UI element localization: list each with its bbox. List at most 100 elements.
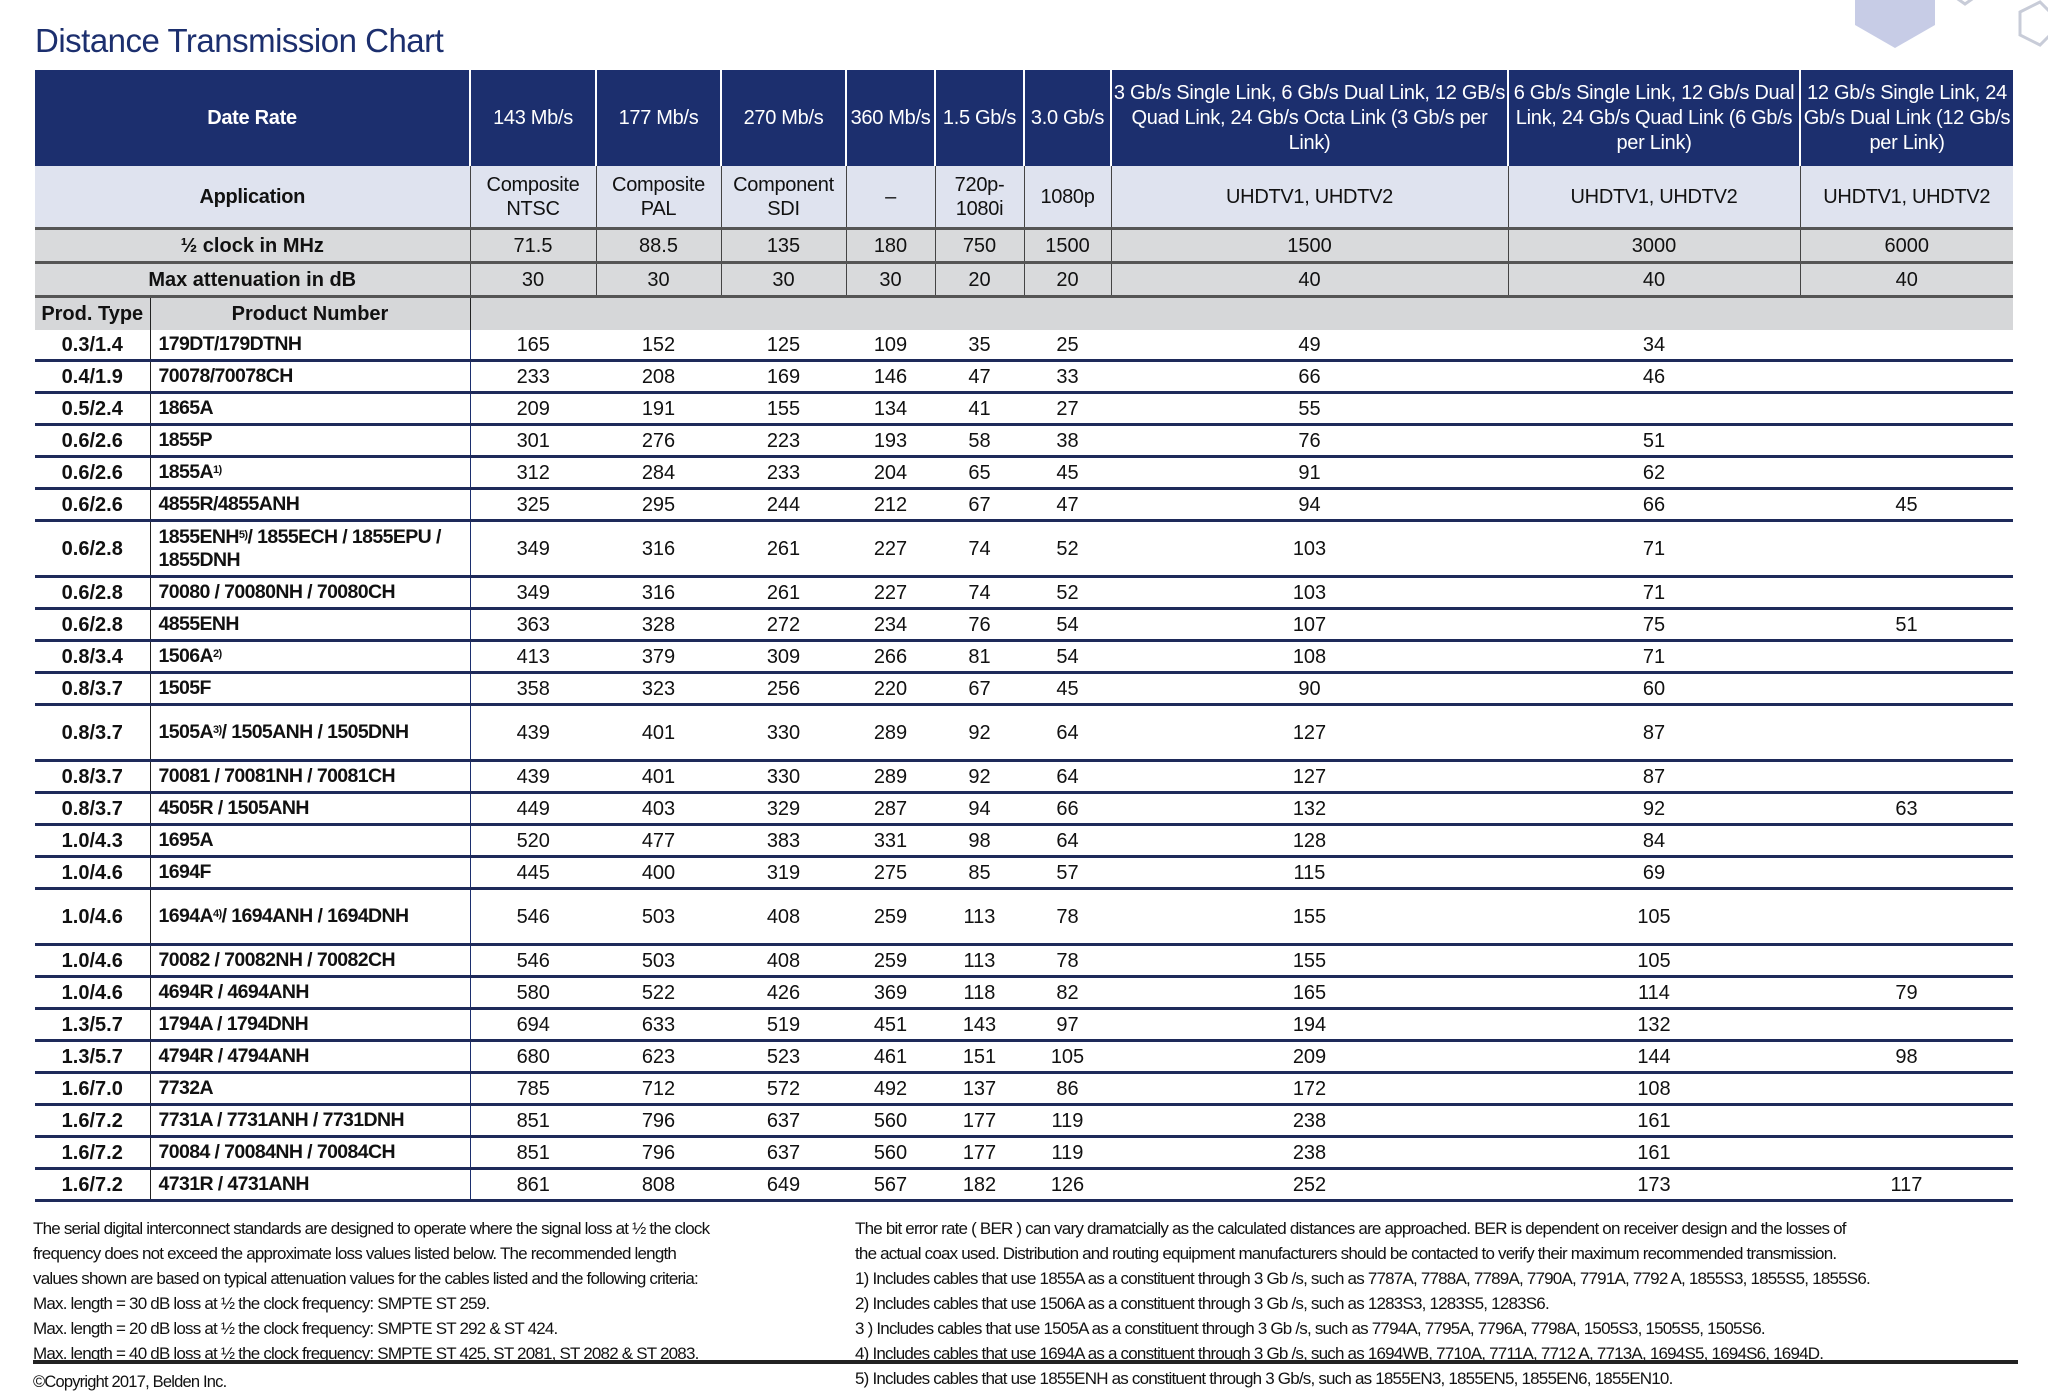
distance-value: 161 [1508, 1104, 1800, 1138]
distance-value: 114 [1508, 976, 1800, 1010]
distance-value: 851 [470, 1104, 596, 1138]
distance-value: 408 [721, 888, 846, 946]
distance-value: 503 [596, 944, 721, 978]
distance-value: 79 [1800, 976, 2013, 1010]
product-number: 1505A [158, 721, 214, 743]
product-number: 1794A / 1794DNH [158, 1013, 309, 1035]
distance-value: 284 [596, 456, 721, 490]
distance-value: 35 [935, 330, 1024, 362]
distance-value: 808 [596, 1168, 721, 1202]
product-number-cell: 4731R / 4731ANH [150, 1168, 471, 1202]
product-number-rest: / 1505ANH / 1505DNH [221, 721, 410, 743]
distance-value: 62 [1508, 456, 1800, 490]
distance-value: 567 [846, 1168, 935, 1202]
distance-value [1800, 856, 2013, 890]
distance-value: 144 [1508, 1040, 1800, 1074]
distance-value: 45 [1024, 456, 1111, 490]
distance-value: 363 [470, 608, 596, 642]
application-cell: Composite NTSC [469, 166, 596, 230]
distance-value [1800, 640, 2013, 674]
distance-value [1800, 576, 2013, 610]
application-cell: Component SDI [720, 166, 846, 230]
distance-value: 65 [935, 456, 1024, 490]
prod-type-cell: 0.6/2.8 [35, 608, 151, 642]
distance-value: 212 [846, 488, 935, 522]
distance-value: 238 [1111, 1104, 1508, 1138]
distance-value: 461 [846, 1040, 935, 1074]
distance-value: 87 [1508, 760, 1800, 794]
distance-value: 113 [935, 888, 1024, 946]
table-row: 0.8/3.4 1506A2) 413 379 309 266 81 54 108 71 [35, 640, 2013, 674]
prod-type-cell: 1.0/4.6 [35, 976, 151, 1010]
product-header-spacer [470, 296, 2013, 330]
distance-value: 94 [935, 792, 1024, 826]
distance-value: 71 [1508, 520, 1800, 578]
distance-value: 312 [470, 456, 596, 490]
table-row: 1.0/4.6 4694R / 4694ANH 580 522 426 369 118 82 1… [35, 976, 2013, 1010]
distance-value [1800, 1072, 2013, 1106]
distance-value: 451 [846, 1008, 935, 1042]
product-number: 4794R / 4794ANH [158, 1045, 310, 1067]
prod-type-cell: 0.8/3.7 [35, 672, 151, 706]
distance-value: 113 [935, 944, 1024, 978]
distance-value [1800, 888, 2013, 946]
distance-value: 52 [1024, 520, 1111, 578]
prod-type-cell: 0.6/2.8 [35, 520, 151, 578]
distance-value [1800, 1104, 2013, 1138]
distance-value: 27 [1024, 392, 1111, 426]
distance-value: 90 [1111, 672, 1508, 706]
prod-type-cell: 1.0/4.6 [35, 888, 151, 946]
distance-value: 165 [470, 330, 596, 362]
product-number-cell: 1855A1) [150, 456, 471, 490]
distance-value: 152 [596, 330, 721, 362]
product-number: 70082 / 70082NH / 70082CH [158, 949, 396, 971]
distance-value: 57 [1024, 856, 1111, 890]
table-row: 1.0/4.6 70082 / 70082NH / 70082CH 546 503 40… [35, 944, 2013, 978]
half-clock-cell: 71.5 [469, 228, 596, 264]
product-number-cell: 4794R / 4794ANH [150, 1040, 471, 1074]
distance-transmission-table: Date Rate 143 Mb/s 177 Mb/s 270 Mb/s 360 Mb… [35, 70, 2013, 1202]
distance-value: 637 [721, 1104, 846, 1138]
product-number: 7732A [158, 1077, 214, 1099]
note-line: values shown are based on typical attenu… [33, 1269, 699, 1288]
distance-value: 316 [596, 520, 721, 578]
distance-value: 74 [935, 576, 1024, 610]
max-attenuation-cell: 30 [845, 262, 935, 298]
footnote-ref: 4) [212, 908, 222, 920]
footnote-ref: 5) [238, 528, 248, 541]
distance-value: 851 [470, 1136, 596, 1170]
product-number-cell: 4694R / 4694ANH [150, 976, 471, 1010]
distance-value: 125 [721, 330, 846, 362]
product-number-rest: / 1855ECH / 1855EPU / 1855DNH [158, 525, 442, 571]
distance-value: 208 [596, 360, 721, 394]
distance-value: 379 [596, 640, 721, 674]
product-number: 4731R / 4731ANH [158, 1173, 310, 1195]
half-clock-cell: 3000 [1507, 228, 1800, 264]
prod-type-cell: 1.6/7.2 [35, 1136, 151, 1170]
max-attenuation-cell: 30 [595, 262, 721, 298]
distance-value: 63 [1800, 792, 2013, 826]
prod-type-header: Prod. Type [35, 296, 151, 330]
product-number: 1694F [158, 861, 212, 883]
distance-value: 261 [721, 520, 846, 578]
distance-value: 132 [1508, 1008, 1800, 1042]
distance-value: 76 [935, 608, 1024, 642]
distance-value: 477 [596, 824, 721, 858]
distance-value: 349 [470, 576, 596, 610]
product-number-cell: 1506A2) [150, 640, 471, 674]
table-row: 1.6/7.2 4731R / 4731ANH 861 808 649 567 182 126… [35, 1168, 2013, 1202]
product-number-cell: 4855R/4855ANH [150, 488, 471, 522]
distance-value: 403 [596, 792, 721, 826]
half-clock-cell: 135 [720, 228, 846, 264]
distance-value: 98 [935, 824, 1024, 858]
note-line: 3 ) Includes cables that use 1505A as a … [855, 1319, 1766, 1338]
distance-value: 272 [721, 608, 846, 642]
distance-value [1800, 1008, 2013, 1042]
note-line: The bit error rate ( BER ) can vary dram… [855, 1219, 1846, 1238]
distance-value: 349 [470, 520, 596, 578]
product-number-cell: 7732A [150, 1072, 471, 1106]
distance-value: 323 [596, 672, 721, 706]
product-number-cell: 4855ENH [150, 608, 471, 642]
distance-value: 78 [1024, 888, 1111, 946]
distance-value: 209 [1111, 1040, 1508, 1074]
